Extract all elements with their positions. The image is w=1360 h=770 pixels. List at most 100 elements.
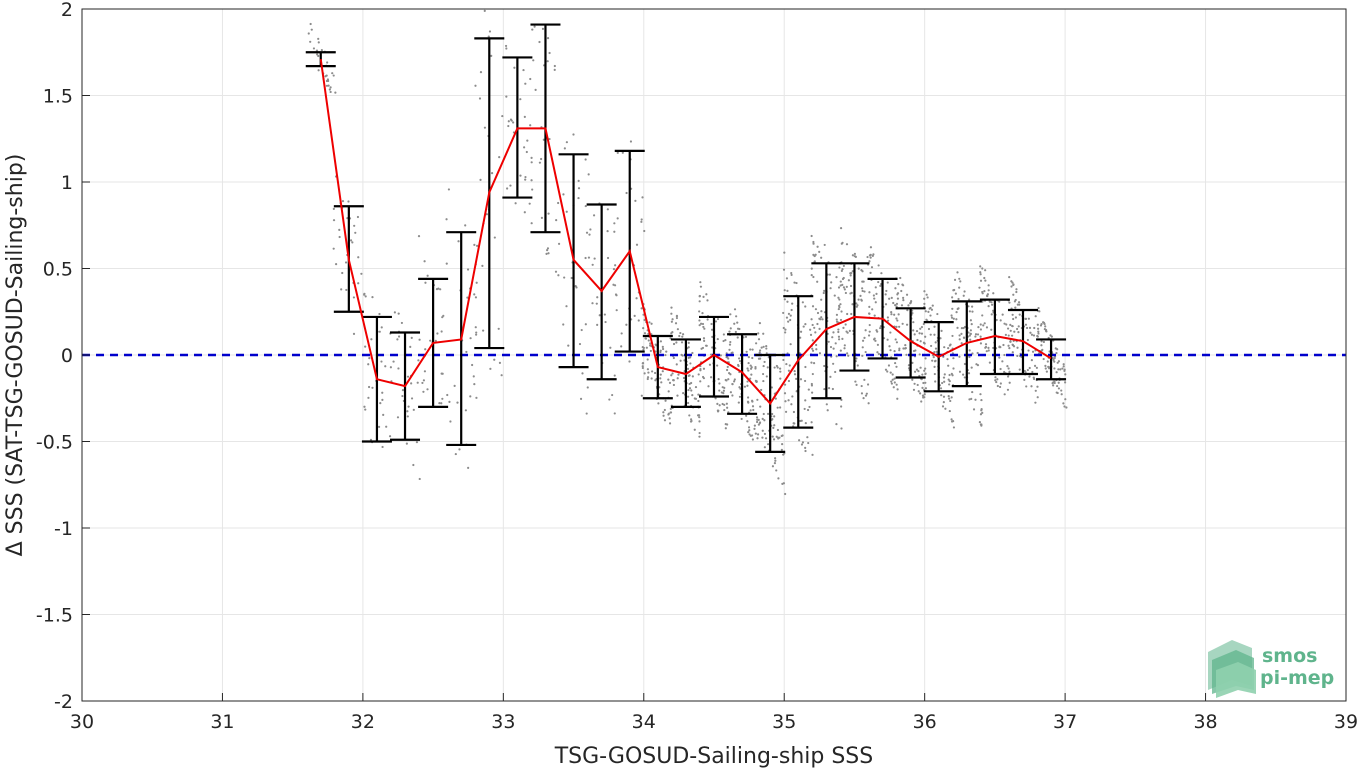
scatter-point xyxy=(833,294,836,297)
scatter-point xyxy=(813,260,816,263)
scatter-point xyxy=(783,392,787,395)
scatter-point xyxy=(968,398,971,401)
scatter-point xyxy=(454,452,457,456)
scatter-point xyxy=(722,389,725,392)
scatter-point xyxy=(538,40,541,44)
scatter-point xyxy=(956,271,959,274)
scatter-point xyxy=(773,415,776,418)
scatter-point xyxy=(978,421,981,424)
scatter-point xyxy=(701,312,704,315)
scatter-point xyxy=(1036,385,1039,388)
scatter-point xyxy=(811,391,814,394)
scatter-point xyxy=(579,397,583,400)
scatter-point xyxy=(643,229,646,233)
scatter-point xyxy=(367,385,371,389)
scatter-point xyxy=(923,396,926,399)
scatter-point xyxy=(474,84,477,87)
scatter-point xyxy=(980,398,983,402)
scatter-point xyxy=(952,367,955,370)
scatter-point xyxy=(649,349,652,353)
scatter-point xyxy=(1011,313,1014,316)
scatter-point xyxy=(981,292,984,295)
scatter-point xyxy=(967,372,971,375)
scatter-point xyxy=(912,388,916,391)
scatter-point xyxy=(837,286,841,289)
scatter-point xyxy=(934,347,938,350)
scatter-point xyxy=(614,264,617,267)
scatter-point xyxy=(839,349,842,352)
scatter-point xyxy=(848,329,851,333)
scatter-point xyxy=(787,369,790,372)
scatter-point xyxy=(481,264,484,267)
scatter-point xyxy=(1057,381,1060,384)
scatter-point xyxy=(490,54,493,57)
scatter-point xyxy=(779,370,782,373)
scatter-point xyxy=(401,394,404,398)
scatter-point xyxy=(548,137,551,141)
scatter-point xyxy=(697,393,700,396)
scatter-point xyxy=(784,328,787,331)
scatter-point xyxy=(942,395,946,398)
scatter-point xyxy=(410,397,414,400)
scatter-point xyxy=(912,321,915,324)
scatter-point xyxy=(835,313,839,316)
scatter-point xyxy=(793,373,797,376)
scatter-point xyxy=(987,346,990,349)
scatter-point xyxy=(493,236,496,239)
scatter-point xyxy=(667,390,670,393)
scatter-point xyxy=(1036,323,1039,326)
scatter-point xyxy=(701,375,705,379)
scatter-point xyxy=(757,418,760,421)
scatter-point xyxy=(668,417,671,420)
scatter-point xyxy=(385,425,388,428)
scatter-point xyxy=(625,323,628,326)
scatter-point xyxy=(1018,313,1021,316)
scatter-point xyxy=(1013,330,1016,333)
logo-text-smos: smos xyxy=(1262,645,1317,667)
scatter-point xyxy=(737,363,740,367)
scatter-point xyxy=(779,367,782,370)
scatter-point xyxy=(987,349,990,352)
scatter-point xyxy=(975,363,978,366)
scatter-point xyxy=(660,381,663,384)
scatter-point xyxy=(892,386,895,389)
scatter-point xyxy=(804,365,807,369)
scatter-point xyxy=(412,408,415,411)
scatter-point xyxy=(726,406,729,409)
scatter-point xyxy=(1051,382,1054,385)
scatter-point xyxy=(772,426,775,429)
scatter-point xyxy=(357,256,360,259)
scatter-point xyxy=(426,388,429,391)
scatter-point xyxy=(886,319,890,322)
scatter-point xyxy=(886,338,889,341)
scatter-point xyxy=(934,341,937,344)
scatter-point xyxy=(912,349,916,353)
scatter-point xyxy=(325,84,329,87)
scatter-point xyxy=(340,288,343,291)
scatter-point xyxy=(868,291,871,294)
scatter-point xyxy=(859,294,862,297)
scatter-point xyxy=(406,415,409,418)
scatter-point xyxy=(747,430,750,434)
scatter-point xyxy=(707,385,710,388)
scatter-point xyxy=(325,79,329,83)
scatter-point xyxy=(332,219,336,222)
scatter-point xyxy=(837,330,840,334)
scatter-point xyxy=(1056,361,1059,364)
scatter-point xyxy=(810,234,813,238)
scatter-point xyxy=(849,274,852,277)
scatter-point xyxy=(710,322,713,326)
scatter-point xyxy=(1009,323,1012,326)
scatter-point xyxy=(407,405,410,408)
scatter-point xyxy=(933,360,937,363)
scatter-point xyxy=(641,196,644,199)
scatter-point xyxy=(489,367,492,370)
scatter-point xyxy=(698,431,701,435)
scatter-point xyxy=(1026,338,1029,342)
scatter-point xyxy=(570,276,573,280)
scatter-point xyxy=(820,298,823,301)
scatter-point xyxy=(895,305,898,308)
scatter-point xyxy=(856,364,859,367)
scatter-point xyxy=(363,405,366,408)
scatter-point xyxy=(1015,288,1018,291)
